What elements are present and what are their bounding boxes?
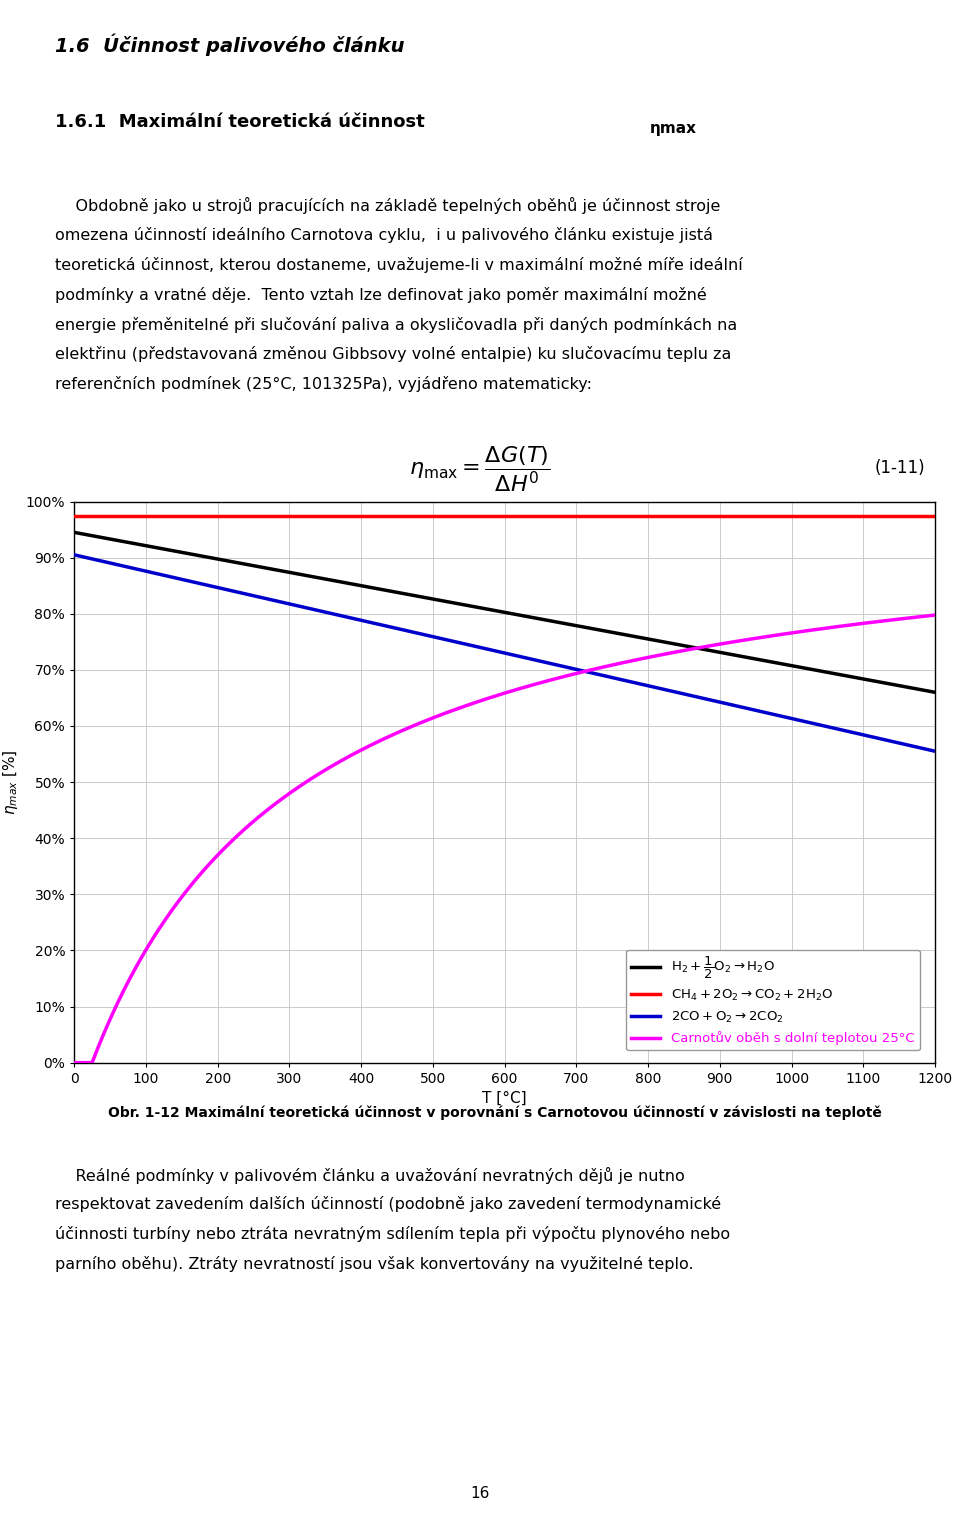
Text: teoretická účinnost, kterou dostaneme, uvažujeme-li v maximální možné míře ideál: teoretická účinnost, kterou dostaneme, u… (55, 257, 743, 272)
Text: (1-11): (1-11) (875, 459, 925, 477)
Text: parního oběhu). Ztráty nevratností jsou však konvertovány na využitelné teplo.: parního oběhu). Ztráty nevratností jsou … (55, 1257, 694, 1272)
Y-axis label: $\eta_{max}$ [%]: $\eta_{max}$ [%] (1, 749, 20, 815)
Text: ηmax: ηmax (650, 121, 697, 136)
Text: energie přeměnitelné při slučování paliva a okysličovadla při daných podmínkách : energie přeměnitelné při slučování paliv… (55, 317, 737, 332)
X-axis label: T [°C]: T [°C] (482, 1092, 527, 1107)
Text: účinnosti turbíny nebo ztráta nevratným sdílením tepla při výpočtu plynového neb: účinnosti turbíny nebo ztráta nevratným … (55, 1226, 731, 1242)
Text: omezena účinností ideálního Carnotova cyklu,  i u palivového článku existuje jis: omezena účinností ideálního Carnotova cy… (55, 228, 713, 243)
Text: elektřinu (představovaná změnou Gibbsovy volné entalpie) ku slučovacímu teplu za: elektřinu (představovaná změnou Gibbsovy… (55, 347, 732, 362)
Text: Obr. 1-12 Maximální teoretická účinnost v porovnání s Carnotovou účinností v záv: Obr. 1-12 Maximální teoretická účinnost … (108, 1105, 882, 1119)
Text: Reálné podmínky v palivovém článku a uvažování nevratných dějů je nutno: Reálné podmínky v palivovém článku a uva… (55, 1167, 684, 1183)
Text: podmínky a vratné děje.  Tento vztah lze definovat jako poměr maximální možné: podmínky a vratné děje. Tento vztah lze … (55, 287, 707, 303)
Text: Obdobně jako u strojů pracujících na základě tepelných oběhů je účinnost stroje: Obdobně jako u strojů pracujících na zák… (55, 197, 720, 214)
Text: 1.6  Účinnost palivového článku: 1.6 Účinnost palivového článku (55, 34, 404, 57)
Text: respektovat zavedením dalších účinností (podobně jako zavedení termodynamické: respektovat zavedením dalších účinností … (55, 1196, 721, 1212)
Text: 16: 16 (470, 1486, 490, 1501)
Legend: $\mathrm{H_2+\dfrac{1}{2}O_2 \rightarrow H_2O}$, $\mathrm{CH_4+2O_2 \rightarrow : $\mathrm{H_2+\dfrac{1}{2}O_2 \rightarrow… (626, 950, 920, 1050)
Text: $\eta_{\mathrm{max}} = \dfrac{\Delta G(T)}{\Delta H^0}$: $\eta_{\mathrm{max}} = \dfrac{\Delta G(T… (409, 443, 551, 494)
Text: 1.6.1  Maximální teoretická účinnost: 1.6.1 Maximální teoretická účinnost (55, 113, 431, 131)
Text: referenčních podmínek (25°C, 101325Pa), vyjádřeno matematicky:: referenčních podmínek (25°C, 101325Pa), … (55, 376, 592, 391)
